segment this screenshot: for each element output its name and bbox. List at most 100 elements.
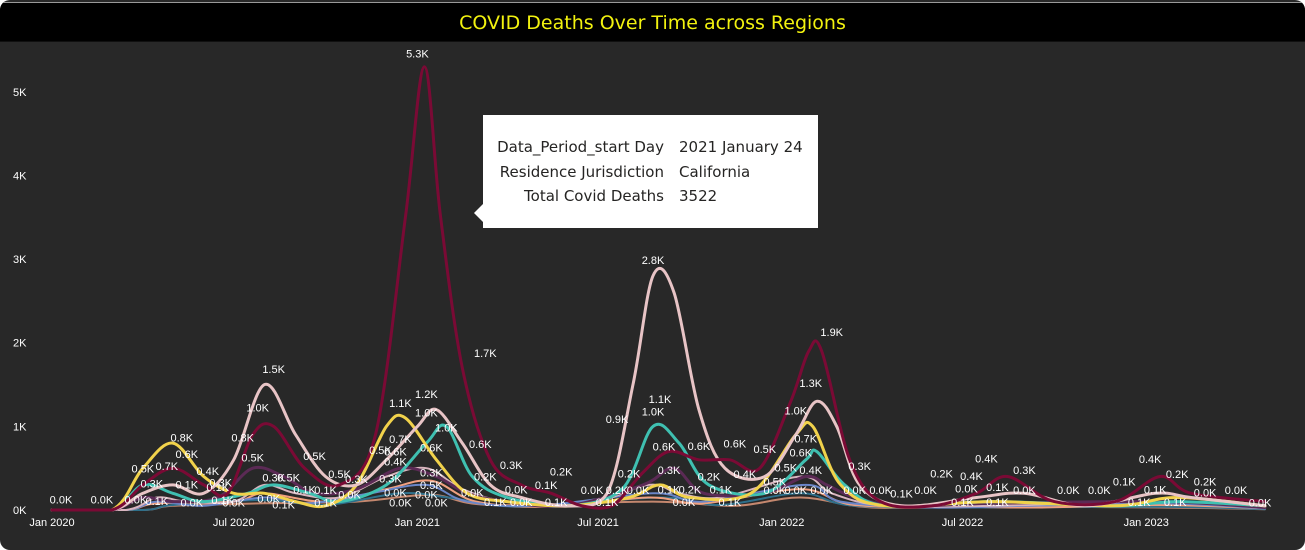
data-label: 0.2K: [679, 484, 702, 496]
data-label: 0.6K: [384, 447, 407, 459]
data-label: 0.0K: [1088, 485, 1111, 497]
data-label: 0.1K: [1144, 484, 1167, 496]
data-label: 0.4K: [384, 457, 407, 469]
data-label: 0.0K: [627, 485, 650, 497]
y-tick-label: 1K: [13, 421, 27, 433]
data-label: 0.7K: [155, 461, 178, 473]
data-label: 0.5K: [774, 463, 797, 475]
data-label: 0.4K: [960, 471, 983, 483]
data-label: 0.0K: [257, 493, 280, 505]
data-label: 0.1K: [1164, 497, 1187, 509]
data-label: 0.4K: [1139, 454, 1162, 466]
data-label: 0.1K: [545, 497, 568, 509]
x-tick-label: Jul 2021: [577, 517, 619, 529]
data-label: 0.2K: [1166, 469, 1189, 481]
data-label: 0.0K: [510, 497, 533, 509]
data-label: 0.2K: [474, 472, 497, 484]
data-label: 0.8K: [170, 432, 193, 444]
data-label: 0.1K: [658, 484, 681, 496]
data-label: 0.2K: [550, 467, 573, 479]
data-label: 0.3K: [500, 460, 523, 472]
data-label: 0.3K: [262, 473, 285, 485]
data-label: 1.3K: [799, 378, 822, 390]
data-label: 0.1K: [535, 480, 558, 492]
data-label: 0.5K: [132, 463, 155, 475]
data-label: 0.0K: [91, 494, 114, 506]
tooltip-value: California: [679, 163, 751, 181]
data-label: 0.4K: [196, 466, 219, 478]
chart-title: COVID Deaths Over Time across Regions: [459, 12, 846, 34]
data-label: 0.0K: [1013, 485, 1036, 497]
data-label: 0.5K: [369, 445, 392, 457]
data-label: 0.0K: [125, 494, 148, 506]
data-label: 1.7K: [474, 348, 497, 360]
data-label: 0.6K: [688, 441, 711, 453]
tooltip-label: Data_Period_start Day: [497, 138, 664, 156]
data-label: 5.3K: [406, 49, 429, 61]
data-label: 1.0K: [784, 406, 807, 418]
tooltip-value: 3522: [679, 187, 718, 205]
data-label: 0.0K: [1225, 485, 1248, 497]
data-label: 0.2K: [618, 468, 641, 480]
data-label: 0.1K: [986, 497, 1009, 509]
data-label: 0.0K: [415, 489, 438, 501]
data-label: 0.3K: [141, 478, 164, 490]
data-label: 1.0K: [435, 422, 458, 434]
y-axis: 0K 1K 2K 3K 4K 5K: [13, 87, 27, 517]
series-lines: [50, 65, 1267, 512]
y-tick-label: 4K: [13, 170, 27, 182]
data-label: 0.0K: [784, 485, 807, 497]
data-label: 0.3K: [420, 468, 443, 480]
data-label: 0.0K: [914, 485, 937, 497]
tooltip-value: 2021 January 24: [679, 138, 803, 156]
data-label: 0.3K: [345, 474, 368, 486]
data-label: 0.0K: [581, 485, 604, 497]
data-label: 0.5K: [241, 452, 264, 464]
data-label: 0.0K: [425, 498, 448, 510]
data-label: 0.1K: [293, 484, 316, 496]
data-label: 0.0K: [389, 498, 412, 510]
x-tick-label: Jan 2022: [759, 517, 804, 529]
data-label: 0.1K: [146, 496, 169, 508]
x-tick-label: Jan 2020: [29, 517, 74, 529]
data-label: 0.1K: [314, 485, 337, 497]
data-label: 0.5K: [277, 473, 300, 485]
data-label: 0.2K: [930, 468, 953, 480]
y-tick-label: 2K: [13, 338, 27, 350]
data-label: 0.4K: [799, 465, 822, 477]
data-label: 0.5K: [420, 480, 443, 492]
data-label: 0.3K: [209, 478, 232, 490]
data-label: 1.9K: [820, 327, 843, 339]
data-label: 0.7K: [389, 434, 412, 446]
data-label: 0.4K: [734, 469, 757, 481]
data-label: 0.6K: [653, 442, 676, 454]
x-tick-label: Jul 2020: [213, 517, 255, 529]
data-label: 0.2K: [606, 485, 629, 497]
data-label: 0.1K: [719, 497, 742, 509]
data-label: 0.1K: [1128, 497, 1151, 509]
data-label: 0.6K: [724, 438, 747, 450]
line-chart[interactable]: 0K 1K 2K 3K 4K 5K Jan 2020 Jul 2020 Jan 2021 Jul…: [0, 40, 1305, 545]
tooltip-row: Data_Period_start Day 2021 January 24: [483, 138, 818, 158]
data-label: 0.5K: [754, 444, 777, 456]
data-label: 0.1K: [986, 482, 1009, 494]
title-bar: COVID Deaths Over Time across Regions: [0, 2, 1305, 42]
data-label: 0.6K: [469, 439, 492, 451]
data-label: 1.5K: [262, 364, 285, 376]
data-label: 0.1K: [211, 495, 234, 507]
data-label: 0.5K: [303, 451, 326, 463]
tooltip: Data_Period_start Day 2021 January 24 Resi…: [483, 115, 818, 228]
data-label: 0.0K: [384, 488, 407, 500]
data-label: 0.0K: [763, 485, 786, 497]
data-label: 0.3K: [658, 465, 681, 477]
data-label: 0.6K: [175, 449, 198, 461]
x-tick-label: Jan 2021: [395, 517, 440, 529]
data-label: 0.1K: [890, 488, 913, 500]
data-label: 2.8K: [642, 255, 665, 267]
data-label: 0.6K: [420, 442, 443, 454]
data-label: 0.6K: [789, 447, 812, 459]
data-label: 1.1K: [649, 394, 672, 406]
data-label: 0.1K: [206, 482, 229, 494]
data-label: 0.1K: [710, 484, 733, 496]
